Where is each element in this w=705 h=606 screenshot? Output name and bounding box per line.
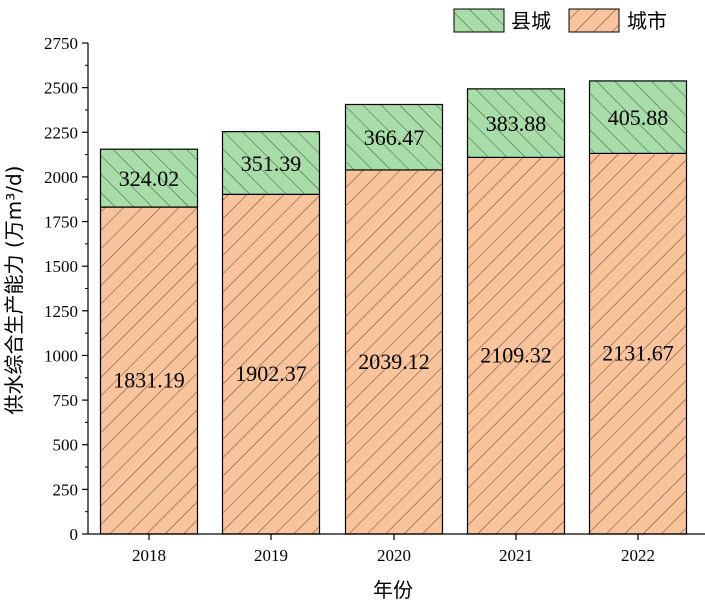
y-tick-label-1500: 1500 — [44, 257, 78, 276]
bar-city-2020 — [344, 169, 444, 535]
y-tick-label-1250: 1250 — [44, 302, 78, 321]
data-label-city-2021: 2109.32 — [480, 343, 552, 368]
x-tick-label-2022: 2022 — [621, 546, 655, 565]
bar-county-2020 — [344, 103, 444, 171]
y-tick-label-2750: 2750 — [44, 34, 78, 53]
legend-label-city: 城市 — [627, 9, 667, 33]
data-label-county-2021: 383.88 — [486, 111, 547, 136]
data-label-county-2018: 324.02 — [119, 166, 180, 191]
y-axis-title: 供水综合生产能力 (万m³/d) — [2, 166, 26, 415]
y-tick-label-2000: 2000 — [44, 168, 78, 187]
legend: 县城 城市 — [453, 8, 667, 33]
y-tick-label-0: 0 — [70, 525, 79, 544]
data-label-county-2022: 405.88 — [608, 105, 669, 130]
bar-county-2018 — [99, 148, 199, 208]
legend-swatch-city — [568, 8, 620, 33]
legend-swatch-county — [453, 8, 505, 33]
data-label-city-2018: 1831.19 — [113, 368, 185, 393]
x-tick-label-2018: 2018 — [132, 546, 166, 565]
data-label-city-2020: 2039.12 — [358, 349, 430, 374]
data-label-county-2019: 351.39 — [241, 151, 302, 176]
legend-label-county: 县城 — [511, 9, 551, 33]
data-label-city-2022: 2131.67 — [602, 341, 674, 366]
bar-county-2021 — [466, 88, 566, 158]
y-tick-label-500: 500 — [53, 436, 79, 455]
y-tick-label-250: 250 — [53, 480, 79, 499]
y-tick-label-2500: 2500 — [44, 79, 78, 98]
y-tick-label-2250: 2250 — [44, 123, 78, 142]
x-tick-label-2020: 2020 — [377, 546, 411, 565]
x-tick-label-2021: 2021 — [499, 546, 533, 565]
y-tick-label-750: 750 — [53, 391, 79, 410]
bar-city-2018 — [99, 206, 199, 535]
data-labels-group: 1831.19 324.02 1902.37 351.39 2039.12 366.47 2… — [113, 105, 674, 392]
data-label-county-2020: 366.47 — [364, 125, 425, 150]
y-tick-label-1000: 1000 — [44, 346, 78, 365]
data-label-city-2019: 1902.37 — [235, 361, 307, 386]
bar-county-2022 — [588, 80, 688, 155]
x-axis-title: 年份 — [373, 578, 413, 602]
bar-county-2019 — [221, 131, 321, 195]
x-tick-label-2019: 2019 — [254, 546, 288, 565]
axes-group: 0 250 500 750 1000 1250 1500 1750 2000 2250 2500 27… — [44, 34, 705, 565]
bars-group — [99, 80, 688, 535]
y-tick-label-1750: 1750 — [44, 213, 78, 232]
